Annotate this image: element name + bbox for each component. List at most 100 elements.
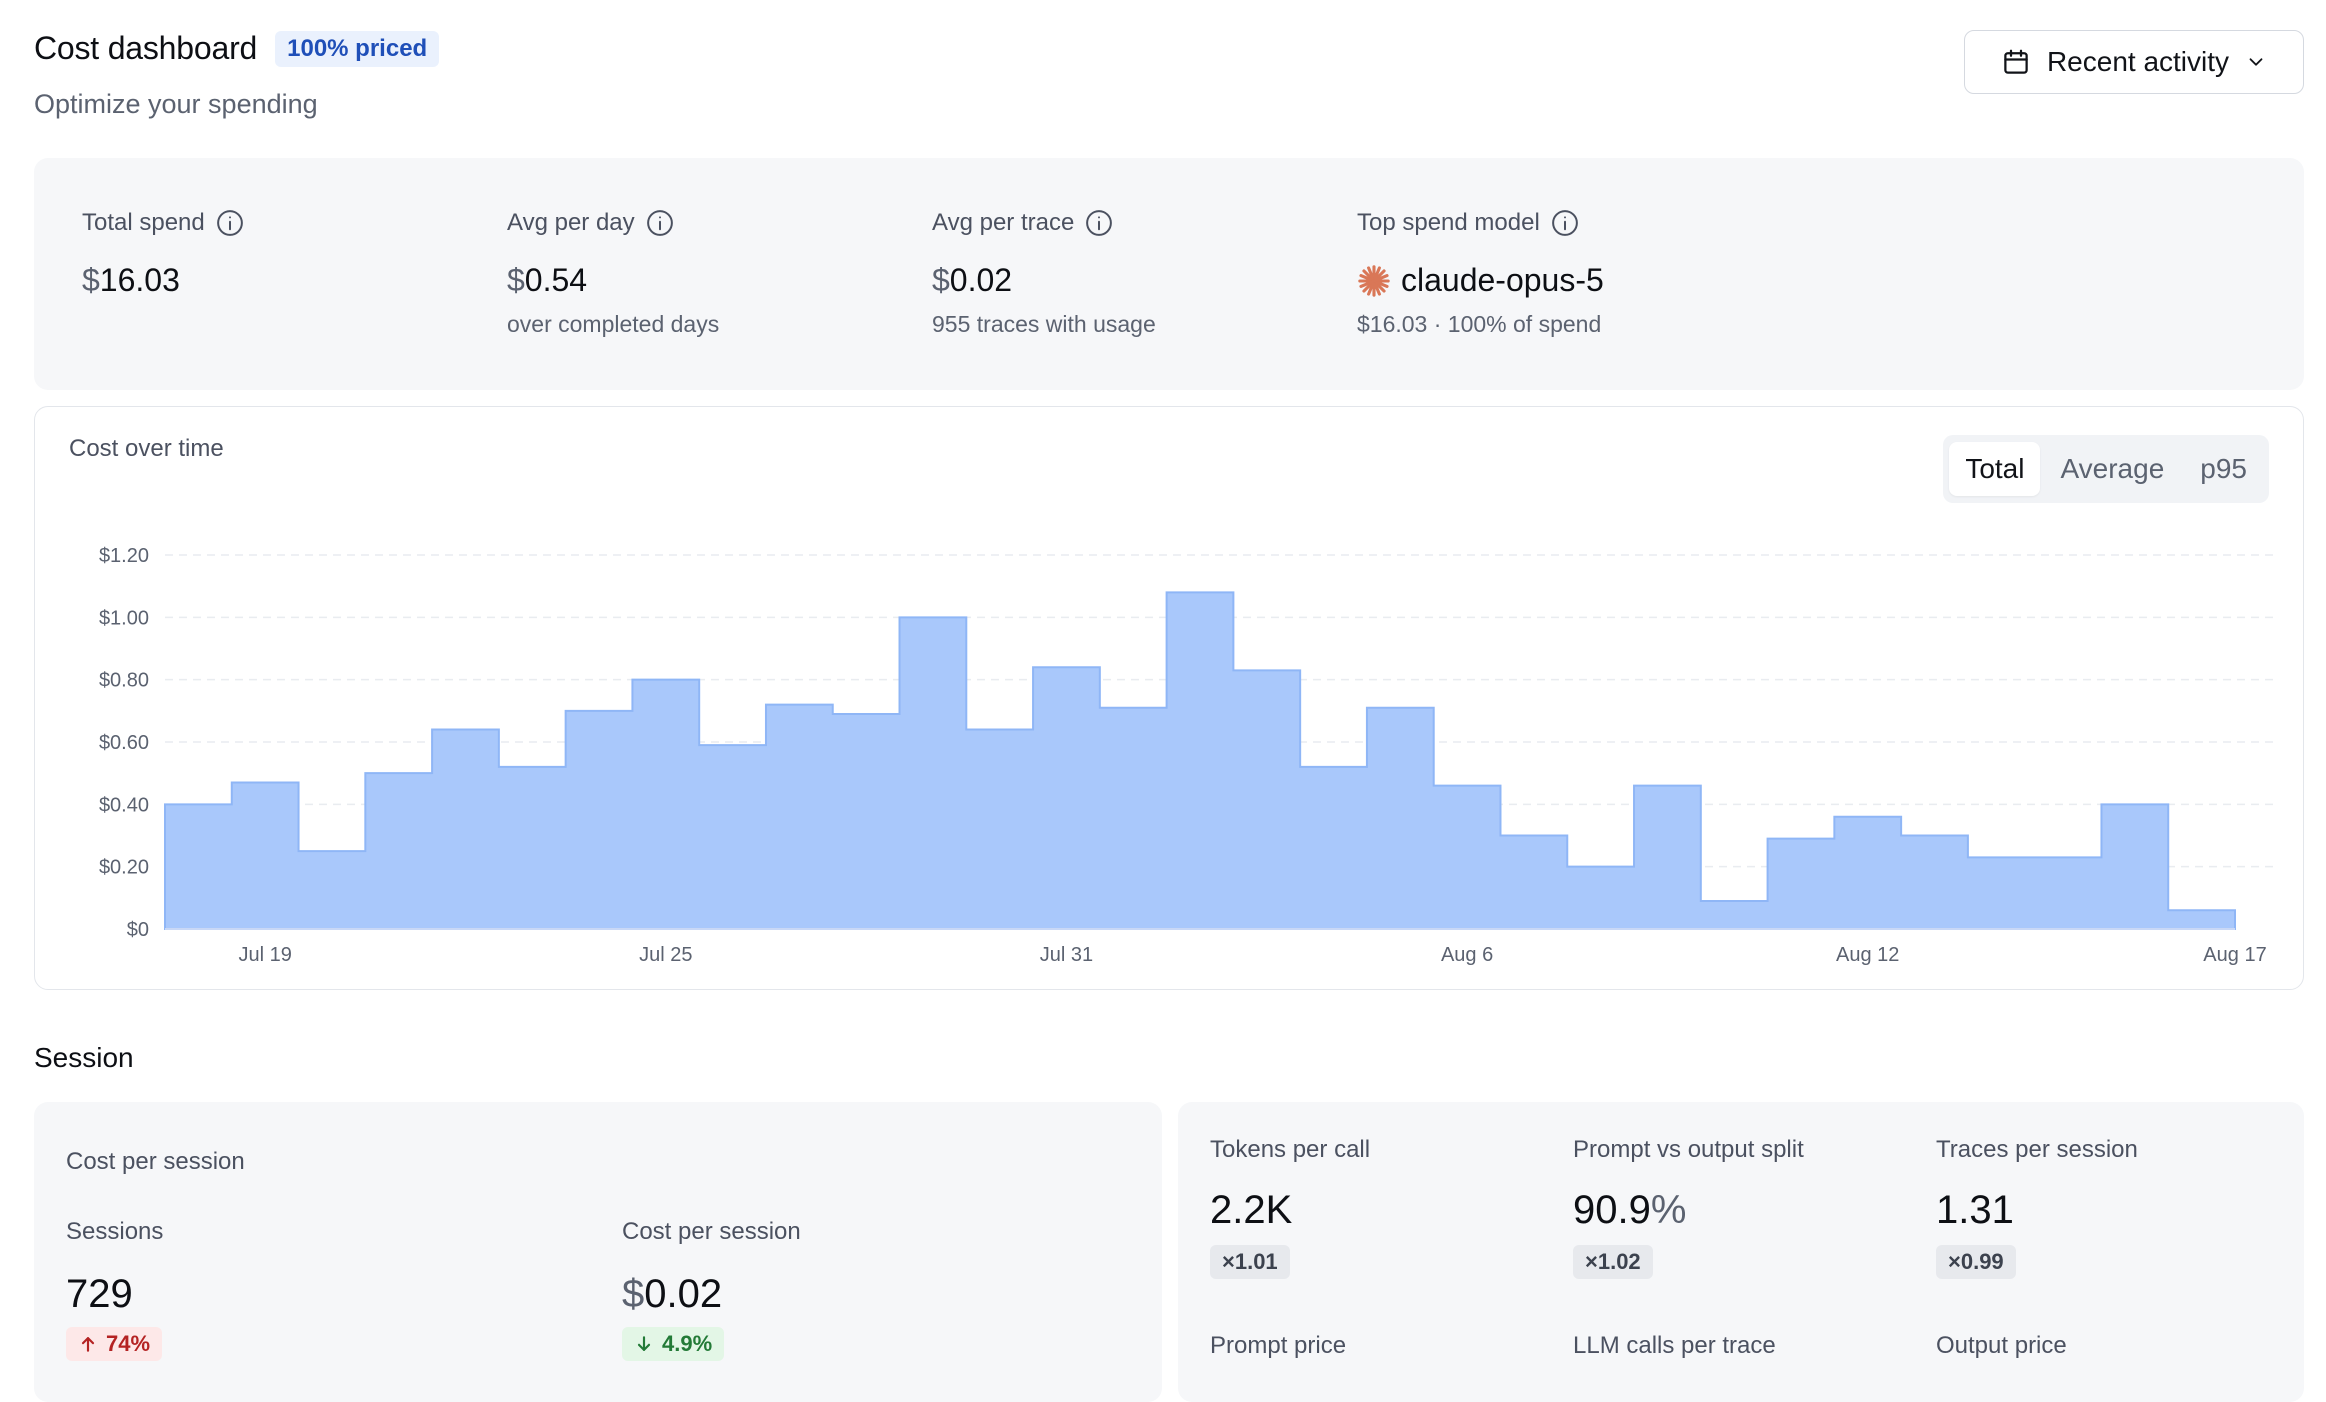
stat-label: Avg per day <box>507 209 635 236</box>
y-tick-label: $0.20 <box>99 857 149 879</box>
cost-step-jul-19 <box>232 783 299 929</box>
cost-chart: $0 $0.20 $0.40 $0.60 $0.80 $1.00 $1.20 Jul 19 Ju… <box>99 545 2275 966</box>
page-header: Cost dashboard 100% priced Optimize your… <box>34 30 2304 140</box>
stat-subtext: 955 traces with usage <box>932 311 1156 337</box>
metric-label: Traces per session <box>1936 1136 2138 1163</box>
cost-step-jul-25 <box>632 680 699 929</box>
cost-step-jul-30 <box>966 730 1033 929</box>
chart-mode-toggle: Total Average p95 <box>1943 435 2269 503</box>
calendar-icon <box>2004 49 2028 74</box>
title-row: Cost dashboard 100% priced <box>34 30 2304 67</box>
y-tick-label: $1.00 <box>99 607 149 629</box>
chevron-down-icon <box>2249 58 2263 66</box>
cost-step-jul-23 <box>499 767 566 929</box>
cost-per-session-card: Cost per session Sessions 729 74% Cost p… <box>34 1102 1162 1402</box>
cost-step-jul-28 <box>833 714 900 929</box>
metric-label: LLM calls per trace <box>1573 1332 1776 1359</box>
cost-step-jul-22 <box>432 730 499 929</box>
cost-step-jul-29 <box>900 617 967 929</box>
metric-tokens-per-call: Tokens per call 2.2K ×1.01 <box>1210 1136 1370 1279</box>
cost-step-jul-24 <box>566 711 633 929</box>
cost-step-aug-14 <box>1968 857 2035 929</box>
date-range-dropdown[interactable]: Recent activity <box>1964 30 2304 94</box>
stat-top-model: Top spend model claude-opus-5 $16.03 · 1… <box>1357 208 1604 338</box>
metric-label: Output price <box>1936 1332 2067 1359</box>
cost-step-aug-4 <box>1300 767 1367 929</box>
metric-cost-per-session: Cost per session $0.02 4.9% <box>622 1218 801 1361</box>
date-range-label: Recent activity <box>2046 46 2230 77</box>
cost-step-aug-7 <box>1500 836 1567 930</box>
cost-step-jul-21 <box>365 773 432 929</box>
card-title: Cost per session <box>66 1148 245 1175</box>
cost-step-aug-6 <box>1434 786 1501 929</box>
cost-step-aug-8 <box>1567 867 1634 929</box>
metric-value: 1.31 <box>1936 1188 2014 1232</box>
section-title-session: Session <box>34 1042 134 1073</box>
x-tick-label: Aug 17 <box>2203 944 2266 966</box>
cost-step-aug-1 <box>1100 708 1167 929</box>
metric-output-price: Output price <box>1936 1332 2067 1360</box>
metric-value: 90.9% <box>1573 1188 1687 1232</box>
token-metrics-card: Tokens per call 2.2K ×1.01 Prompt vs out… <box>1178 1102 2304 1402</box>
info-icon[interactable] <box>1550 208 1580 238</box>
stat-value: $0.54 <box>507 262 588 298</box>
metric-label: Prompt price <box>1210 1332 1347 1359</box>
delta-badge-up: 74% <box>66 1327 163 1361</box>
stat-subtext: $16.03 · 100% of spend <box>1357 311 1602 337</box>
y-tick-label: $0 <box>127 919 149 941</box>
metric-value: $0.02 <box>622 1272 723 1316</box>
stat-label: Avg per trace <box>932 209 1075 236</box>
cost-step-jul-20 <box>299 851 366 929</box>
cost-step-aug-13 <box>1901 836 1968 930</box>
chart-title: Cost over time <box>69 435 224 462</box>
stat-total-spend: Total spend $16.03 <box>82 208 245 299</box>
cost-area-series <box>164 591 2236 930</box>
cost-step-aug-17 <box>2168 910 2235 929</box>
cost-step-jul-31 <box>1033 667 1100 929</box>
stat-avg-per-trace: Avg per trace $0.02 955 traces with usag… <box>932 208 1156 338</box>
multiplier-badge: ×1.01 <box>1210 1245 1290 1279</box>
arrow-up-icon <box>81 1337 95 1352</box>
stat-value: $0.02 <box>932 262 1013 298</box>
mode-total-button[interactable]: Total <box>1949 442 2041 496</box>
cost-step-aug-3 <box>1233 670 1300 929</box>
claude-asterisk-icon <box>1358 264 1390 297</box>
x-tick-label: Aug 12 <box>1836 944 1899 966</box>
cost-step-aug-11 <box>1768 839 1835 929</box>
stat-value: $16.03 <box>82 262 180 298</box>
stat-label: Total spend <box>82 209 205 236</box>
metric-prompt-price: Prompt price <box>1210 1332 1346 1360</box>
metric-label: Sessions <box>66 1218 164 1245</box>
metric-label: Prompt vs output split <box>1573 1136 1804 1163</box>
x-tick-label: Jul 19 <box>238 944 291 966</box>
x-tick-label: Jul 25 <box>639 944 692 966</box>
cost-over-time-card: $0 $0.20 $0.40 $0.60 $0.80 $1.00 $1.20 Jul 19 Ju… <box>34 406 2304 990</box>
top-model-name[interactable]: claude-opus-5 <box>1401 262 1604 298</box>
cost-step-aug-9 <box>1634 786 1701 929</box>
mode-p95-button[interactable]: p95 <box>2200 453 2247 484</box>
summary-stats-card: Total spend $16.03 Avg per day $0.54 ove… <box>34 158 2304 390</box>
y-tick-label: $0.40 <box>99 794 149 816</box>
arrow-down-icon <box>637 1336 651 1351</box>
mode-average-button[interactable]: Average <box>2060 453 2165 484</box>
metric-llm-calls-per-trace: LLM calls per trace <box>1573 1332 1776 1360</box>
metric-prompt-output-split: Prompt vs output split 90.9% ×1.02 <box>1573 1136 1804 1279</box>
y-tick-label: $1.20 <box>99 545 149 567</box>
cost-step-jul-27 <box>766 705 833 929</box>
stat-value: claude-opus-5 <box>1357 262 1604 299</box>
x-tick-label: Aug 6 <box>1441 944 1493 966</box>
metric-label: Tokens per call <box>1210 1136 1371 1163</box>
stat-label: Top spend model <box>1357 209 1540 236</box>
priced-badge: 100% priced <box>275 30 440 67</box>
cost-step-aug-12 <box>1834 817 1901 929</box>
info-icon[interactable] <box>215 208 245 238</box>
cost-step-jul-26 <box>699 745 766 929</box>
stat-subtext: over completed days <box>507 311 720 337</box>
metric-value: 729 <box>66 1272 133 1316</box>
metric-label: Cost per session <box>622 1218 801 1245</box>
x-tick-label: Jul 31 <box>1040 944 1093 966</box>
cost-step-aug-10 <box>1701 901 1768 929</box>
info-icon[interactable] <box>645 208 675 238</box>
info-icon[interactable] <box>1084 208 1114 238</box>
multiplier-badge: ×1.02 <box>1573 1245 1653 1279</box>
